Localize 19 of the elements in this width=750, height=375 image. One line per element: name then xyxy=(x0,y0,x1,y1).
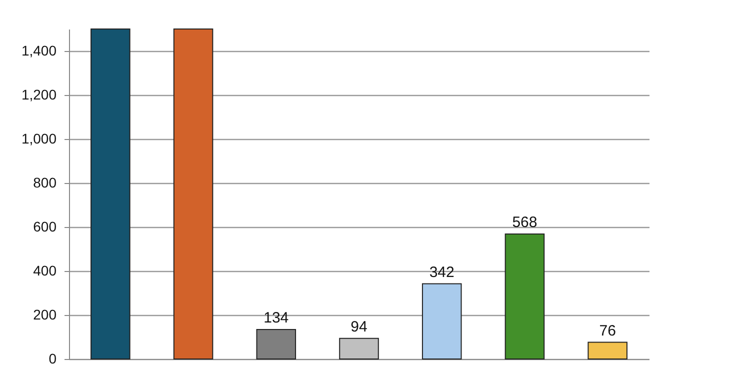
y-tick-label: 0 xyxy=(48,350,57,366)
y-tick-label: 1,400 xyxy=(21,42,57,58)
bar xyxy=(173,28,214,360)
y-tick-label: 200 xyxy=(33,306,57,322)
y-tick-label: 1,000 xyxy=(21,130,57,146)
bar xyxy=(422,283,462,360)
data-label: 342 xyxy=(429,264,454,281)
y-tick-label: 600 xyxy=(33,218,57,234)
y-tick-label: 1,200 xyxy=(21,86,57,102)
bar xyxy=(339,338,379,360)
data-label: 134 xyxy=(264,310,289,327)
data-label: 94 xyxy=(350,318,368,336)
data-label: 568 xyxy=(512,214,538,232)
y-tick-label: 400 xyxy=(33,262,57,278)
data-label: 76 xyxy=(599,322,616,340)
bar xyxy=(588,342,628,360)
y-tick-label: 800 xyxy=(33,174,57,190)
bar xyxy=(504,234,545,360)
bar xyxy=(90,28,130,360)
